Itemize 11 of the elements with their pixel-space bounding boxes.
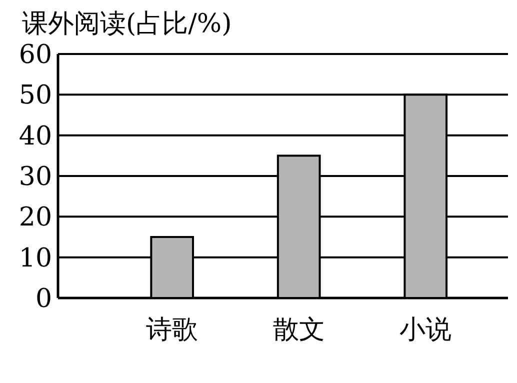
y-tick-label: 20 — [18, 202, 52, 233]
y-tick-label: 30 — [18, 162, 52, 192]
x-tick-label: 小说 — [400, 315, 452, 345]
y-tick-label: 40 — [18, 121, 52, 152]
y-tick-label: 50 — [18, 80, 52, 111]
x-tick-label: 诗歌 — [146, 315, 198, 345]
y-tick-label: 0 — [35, 284, 52, 314]
chart-title: 课外阅读(占比/%) — [22, 9, 232, 39]
x-tick-label: 散文 — [272, 315, 325, 345]
y-tick-label: 10 — [18, 243, 52, 274]
y-tick-label: 60 — [18, 40, 52, 70]
